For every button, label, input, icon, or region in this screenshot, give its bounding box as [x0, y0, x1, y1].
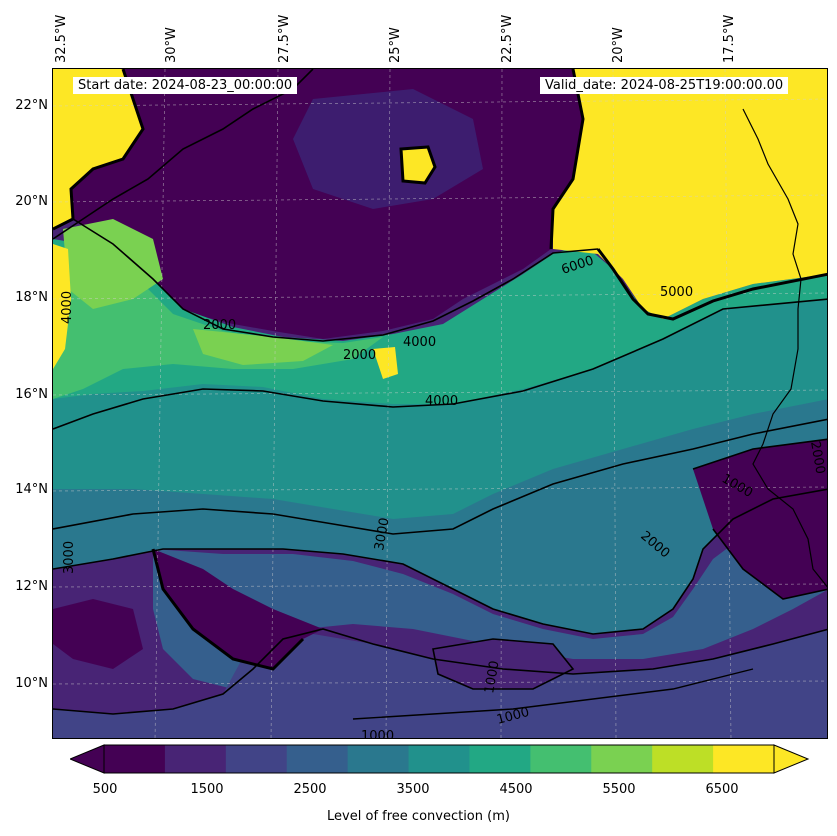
- lon-label-22-5w: 22.5°W: [500, 14, 515, 63]
- colorbar-tick-4500: 4500: [499, 782, 533, 797]
- contour-label-1000-centre: 1000: [482, 659, 503, 694]
- colorbar-segment-3: [286, 745, 349, 773]
- field-low-south-centre: [433, 639, 573, 689]
- contour-lines: [53, 69, 827, 720]
- field-low-southeast: [693, 439, 827, 599]
- lat-label-16n: 16°N: [15, 387, 48, 402]
- colorbar-tick-6500: 6500: [705, 782, 739, 797]
- colorbar: [70, 744, 810, 774]
- field-over-west-strip: [53, 244, 71, 369]
- lat-label-14n: 14°N: [15, 482, 48, 497]
- field-band-3500-4000: [53, 299, 827, 534]
- colorbar-segment-5: [408, 745, 470, 773]
- colorbar-segment-0: [104, 745, 166, 773]
- contour-label-2000-north: 2000: [343, 348, 376, 363]
- contour-label-3000-west: 3000: [62, 541, 77, 574]
- colorbar-segment-6: [469, 745, 531, 773]
- field-band-2500-3000: [153, 504, 827, 689]
- colorbar-tick-500: 500: [92, 782, 118, 797]
- field-band-5500-ridge: [193, 329, 333, 365]
- colorbar-label: Level of free convection (m): [327, 809, 510, 824]
- contour-label-layer: 6000 5000 4000 2000 4000 3000 2000 1000 …: [60, 253, 828, 739]
- colorbar-tick-5500: 5500: [602, 782, 636, 797]
- colorbar-tick-2500: 2500: [293, 782, 327, 797]
- colorbar-segment-2: [225, 745, 288, 773]
- lat-label-18n: 18°N: [15, 290, 48, 305]
- lat-label-22n: 22°N: [15, 98, 48, 113]
- map-panel: 6000 5000 4000 2000 4000 3000 2000 1000 …: [52, 68, 828, 739]
- colorbar-segment-10: [713, 745, 775, 773]
- lon-label-25w: 25°W: [388, 27, 403, 63]
- colorbar-under-extend: [70, 744, 105, 774]
- field-mid-north: [293, 89, 483, 209]
- contour-label-4000-west: 4000: [60, 291, 75, 324]
- lon-label-20w: 20°W: [611, 27, 626, 63]
- field-over-island: [401, 147, 435, 183]
- graticule: [53, 69, 827, 738]
- coastline: [742, 108, 827, 588]
- colorbar-segment-9: [652, 745, 714, 773]
- colorbar-segment-7: [530, 745, 592, 773]
- contour-label-2000-edge: 2000: [807, 440, 828, 475]
- lat-label-10n: 10°N: [15, 676, 48, 691]
- lfc-contour-map: 6000 5000 4000 2000 4000 3000 2000 1000 …: [53, 69, 828, 739]
- colorbar-tick-1500: 1500: [190, 782, 224, 797]
- colorbar-tick-3500: 3500: [396, 782, 430, 797]
- lat-label-12n: 12°N: [15, 579, 48, 594]
- field-over-northeast: [553, 69, 827, 319]
- lon-label-32-5w: 32.5°W: [54, 14, 69, 63]
- field-band-5500-6000: [63, 219, 163, 309]
- contour-label-5000: 5000: [660, 285, 693, 300]
- colorbar-segment-8: [591, 745, 653, 773]
- field-over-northwest: [53, 69, 143, 229]
- colorbar-segments: [70, 744, 810, 774]
- lat-label-20n: 20°N: [15, 194, 48, 209]
- field-low-southwest: [53, 599, 143, 669]
- contour-label-4000-north: 4000: [403, 335, 436, 350]
- valid-date-box: Valid_date: 2024-08-25T19:00:00.00: [540, 77, 789, 94]
- start-date-box: Start date: 2024-08-23_00:00:00: [73, 77, 298, 94]
- contour-label-2000-north2: 2000: [203, 318, 236, 333]
- contour-label-4000-east: 4000: [425, 394, 458, 409]
- field-over-patch: [373, 347, 398, 379]
- colorbar-segment-1: [164, 745, 227, 773]
- lon-label-17-5w: 17.5°W: [722, 14, 737, 63]
- contour-label-3000: 3000: [372, 516, 393, 551]
- colorbar-segment-4: [347, 745, 410, 773]
- lon-label-27-5w: 27.5°W: [277, 14, 292, 63]
- colorbar-over-extend: [773, 744, 810, 774]
- field-band-3000-3500: [53, 399, 827, 634]
- contour-label-1000-bottom: 1000: [361, 729, 394, 739]
- lon-label-30w: 30°W: [164, 27, 179, 63]
- field-low-south: [153, 549, 323, 669]
